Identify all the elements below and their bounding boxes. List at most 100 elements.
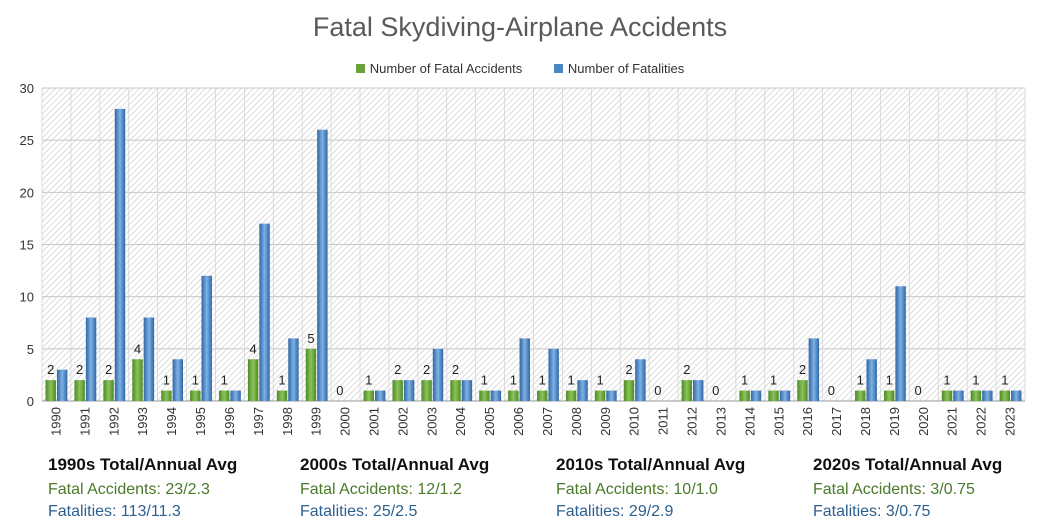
data-label-fatal-accidents: 2 bbox=[423, 362, 430, 377]
data-label-fatal-accidents: 2 bbox=[683, 362, 690, 377]
bar-fatal-accidents bbox=[45, 380, 56, 401]
bar-fatalities bbox=[288, 338, 299, 401]
x-tick-label: 1999 bbox=[309, 407, 324, 436]
bar-fatal-accidents bbox=[247, 359, 259, 401]
summary-fatalities: Fatalities: 29/2.9 bbox=[556, 503, 674, 520]
x-tick-label: 2002 bbox=[395, 407, 410, 436]
bar-fatal-accidents bbox=[392, 380, 403, 401]
x-tick-label: 1993 bbox=[135, 407, 150, 436]
bar-fatalities bbox=[461, 380, 473, 401]
summary-fatalities: Fatalities: 113/11.3 bbox=[48, 503, 181, 520]
x-tick-label: 1996 bbox=[222, 407, 237, 436]
bar-fatalities bbox=[953, 390, 964, 401]
bar-fatal-accidents bbox=[797, 380, 808, 401]
x-tick-label: 2003 bbox=[424, 407, 439, 436]
bar-fatalities bbox=[982, 390, 993, 401]
bar-fatalities bbox=[317, 129, 328, 401]
x-tick-label: 2020 bbox=[916, 407, 931, 436]
data-label-fatal-accidents: 2 bbox=[394, 362, 401, 377]
summary-title: 1990s Total/Annual Avg bbox=[48, 455, 238, 474]
y-tick-label: 5 bbox=[27, 342, 34, 357]
x-tick-label: 2001 bbox=[366, 407, 381, 436]
data-label-fatal-accidents: 2 bbox=[47, 362, 54, 377]
summary-fatalities: Fatalities: 25/2.5 bbox=[300, 503, 418, 520]
bar-fatal-accidents bbox=[537, 390, 548, 401]
bar-fatal-accidents bbox=[450, 380, 461, 401]
x-tick-label: 2016 bbox=[800, 407, 815, 436]
data-label-fatal-accidents: 0 bbox=[828, 383, 835, 398]
bar-fatal-accidents bbox=[883, 390, 895, 401]
bar-fatalities bbox=[750, 390, 762, 401]
summary-title: 2010s Total/Annual Avg bbox=[556, 455, 746, 474]
x-tick-label: 2014 bbox=[742, 407, 757, 436]
data-label-fatal-accidents: 1 bbox=[481, 373, 488, 388]
x-tick-label: 2019 bbox=[887, 407, 902, 436]
legend-swatch-accidents bbox=[355, 64, 365, 73]
bar-fatal-accidents bbox=[999, 390, 1011, 401]
summary-accidents: Fatal Accidents: 3/0.75 bbox=[813, 481, 975, 498]
data-label-fatal-accidents: 0 bbox=[712, 383, 719, 398]
x-tick-label: 2008 bbox=[569, 407, 584, 436]
bar-fatal-accidents bbox=[363, 390, 374, 401]
summary-2000s: 2000s Total/Annual Avg Fatal Accidents: … bbox=[300, 455, 550, 521]
data-label-fatal-accidents: 2 bbox=[625, 362, 632, 377]
data-label-fatal-accidents: 1 bbox=[192, 373, 199, 388]
bar-fatalities bbox=[403, 380, 415, 401]
bar-fatalities bbox=[519, 338, 530, 401]
x-tick-label: 2010 bbox=[627, 407, 642, 436]
data-label-fatal-accidents: 5 bbox=[307, 331, 314, 346]
bar-fatalities bbox=[1011, 390, 1022, 401]
bar-fatalities bbox=[606, 390, 617, 401]
x-tick-label: 2018 bbox=[858, 407, 873, 436]
legend: Number of Fatal Accidents Number of Fata… bbox=[0, 61, 1040, 76]
legend-item-fatalities: Number of Fatalities bbox=[553, 61, 684, 76]
bar-fatalities bbox=[548, 348, 559, 401]
x-tick-label: 1991 bbox=[77, 407, 92, 436]
bar-fatalities bbox=[490, 390, 502, 401]
data-label-fatal-accidents: 1 bbox=[539, 373, 546, 388]
summary-accidents: Fatal Accidents: 23/2.3 bbox=[48, 481, 210, 498]
y-tick-label: 20 bbox=[20, 185, 34, 200]
legend-swatch-fatalities bbox=[553, 64, 563, 73]
data-label-fatal-accidents: 2 bbox=[105, 362, 112, 377]
data-label-fatal-accidents: 1 bbox=[943, 373, 950, 388]
bar-fatal-accidents bbox=[305, 348, 317, 401]
x-tick-label: 1990 bbox=[48, 407, 63, 436]
bar-fatalities bbox=[172, 359, 184, 401]
data-label-fatal-accidents: 2 bbox=[452, 362, 459, 377]
data-label-fatal-accidents: 1 bbox=[365, 373, 372, 388]
data-label-fatal-accidents: 1 bbox=[1001, 373, 1008, 388]
bar-fatalities bbox=[779, 390, 791, 401]
data-label-fatal-accidents: 1 bbox=[886, 373, 893, 388]
data-label-fatal-accidents: 1 bbox=[568, 373, 575, 388]
x-tick-label: 2017 bbox=[829, 407, 844, 436]
y-tick-label: 25 bbox=[20, 133, 34, 148]
y-tick-label: 30 bbox=[20, 81, 34, 96]
data-label-fatal-accidents: 4 bbox=[134, 341, 141, 356]
bar-fatal-accidents bbox=[681, 380, 693, 401]
bar-fatalities bbox=[808, 338, 820, 401]
bar-fatal-accidents bbox=[508, 390, 519, 401]
x-tick-label: 2022 bbox=[974, 407, 989, 436]
x-tick-label: 2006 bbox=[511, 407, 526, 436]
x-tick-label: 1992 bbox=[106, 407, 121, 436]
bar-fatal-accidents bbox=[623, 380, 635, 401]
bar-fatalities bbox=[56, 369, 68, 401]
bar-fatal-accidents bbox=[132, 359, 143, 401]
x-tick-label: 2021 bbox=[945, 407, 960, 436]
y-tick-label: 10 bbox=[20, 290, 34, 305]
summary-title: 2020s Total/Annual Avg bbox=[813, 455, 1003, 474]
bar-fatalities bbox=[577, 380, 588, 401]
x-tick-label: 2015 bbox=[771, 407, 786, 436]
data-label-fatal-accidents: 1 bbox=[857, 373, 864, 388]
data-label-fatal-accidents: 2 bbox=[799, 362, 806, 377]
data-label-fatal-accidents: 1 bbox=[972, 373, 979, 388]
bar-fatal-accidents bbox=[739, 390, 750, 401]
bar-fatal-accidents bbox=[161, 390, 172, 401]
bar-fatalities bbox=[693, 380, 704, 401]
x-tick-label: 1995 bbox=[193, 407, 208, 436]
data-label-fatal-accidents: 0 bbox=[336, 383, 343, 398]
x-tick-label: 1994 bbox=[164, 407, 179, 436]
bar-fatal-accidents bbox=[565, 390, 577, 401]
data-label-fatal-accidents: 1 bbox=[770, 373, 777, 388]
